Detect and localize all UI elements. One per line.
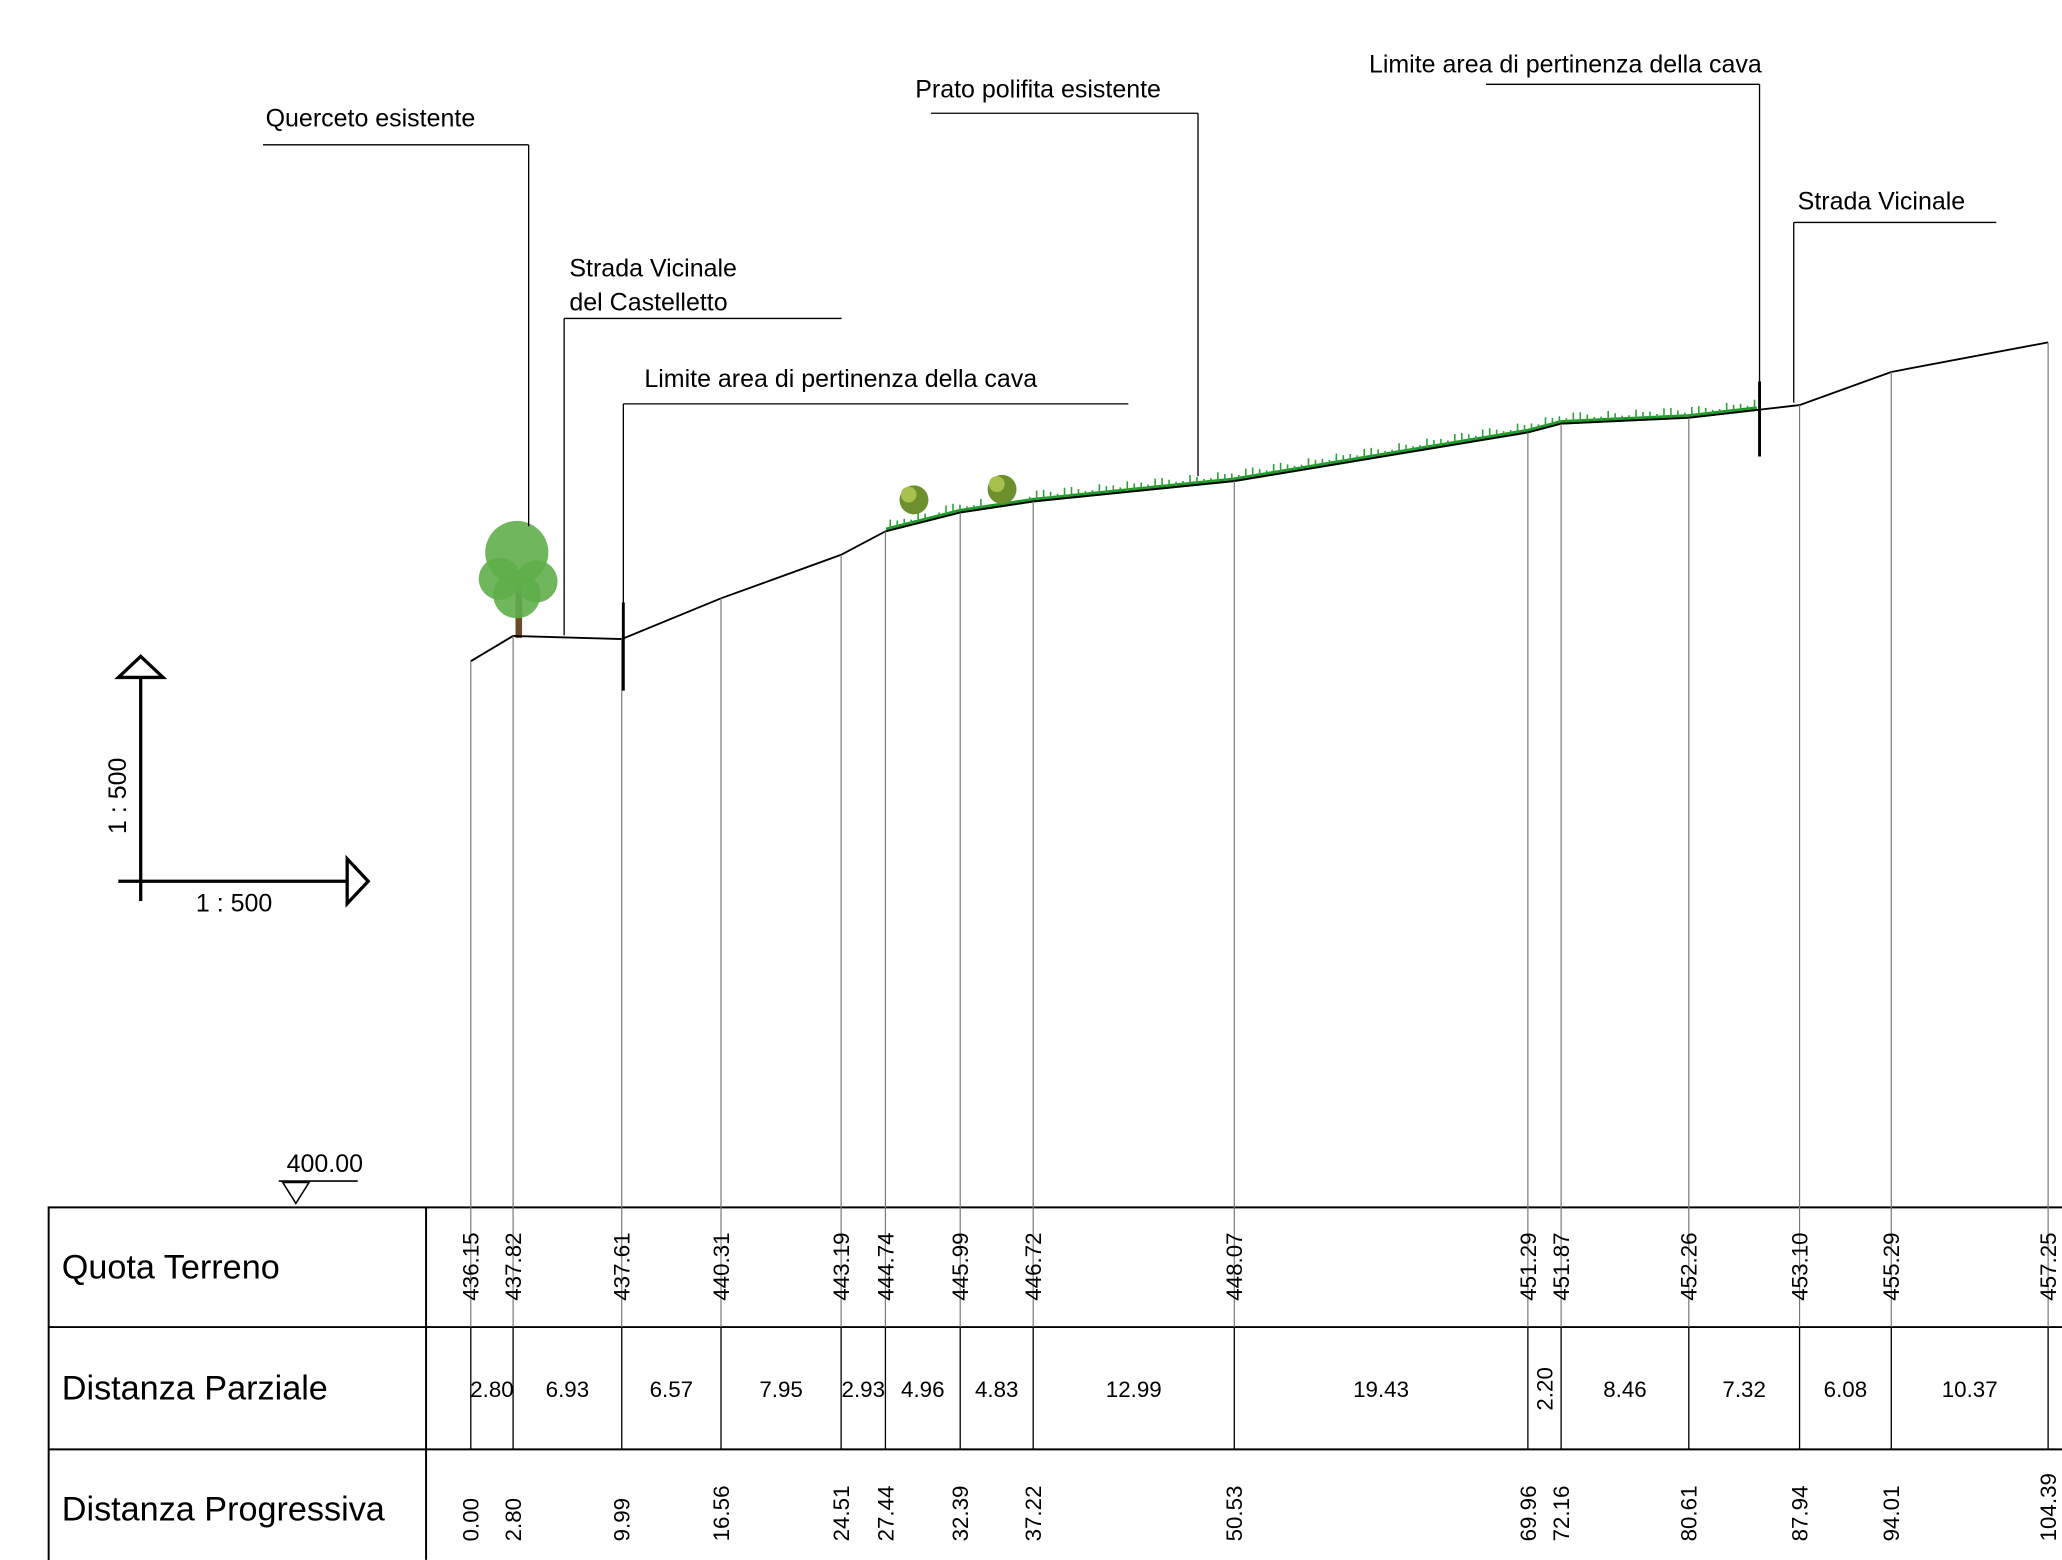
partial-distance-label: 19.43 (1353, 1377, 1409, 1402)
partial-distance-label: 6.93 (546, 1377, 590, 1402)
annotation-text: Strada Vicinale (1798, 187, 1965, 215)
tree-crown (493, 570, 541, 619)
progressive-label: 104.39 (2036, 1473, 2061, 1541)
progressive-label: 80.61 (1677, 1485, 1702, 1541)
progressive-label: 32.39 (948, 1485, 973, 1541)
partial-distance-label: 6.08 (1824, 1377, 1868, 1402)
elevation-label: 437.82 (501, 1232, 526, 1300)
annotation-text: Strada Vicinale (569, 254, 736, 282)
elevation-label: 437.61 (610, 1232, 635, 1300)
row-label: Quota Terreno (62, 1248, 280, 1286)
progressive-label: 87.94 (1787, 1485, 1812, 1541)
progressive-label: 94.01 (1879, 1485, 1904, 1541)
elevation-label: 453.10 (1787, 1232, 1812, 1300)
elevation-label: 443.19 (829, 1232, 854, 1300)
arrow-head (345, 854, 371, 908)
elevation-label: 448.07 (1222, 1232, 1247, 1300)
datum-label: 400.00 (287, 1150, 363, 1178)
partial-distance-label: 4.83 (975, 1377, 1019, 1402)
partial-distance-label: 8.46 (1603, 1377, 1647, 1402)
partial-distance-label: 12.99 (1106, 1377, 1162, 1402)
progressive-label: 27.44 (873, 1485, 898, 1541)
progressive-label: 0.00 (459, 1498, 484, 1542)
arrow-head (114, 654, 168, 680)
drawing (47, 654, 2062, 1560)
elevation-label: 451.87 (1549, 1232, 1574, 1300)
elevation-label: 446.72 (1021, 1232, 1046, 1300)
progressive-label: 16.56 (709, 1485, 734, 1541)
partial-distance-label: 7.95 (759, 1377, 802, 1402)
row-label: Distanza Progressiva (62, 1490, 386, 1528)
elevation-label: 451.29 (1516, 1232, 1541, 1300)
progressive-label: 72.16 (1549, 1485, 1574, 1541)
elevation-label: 455.29 (1879, 1232, 1904, 1300)
annotation-text: Limite area di pertinenza della cava (1369, 51, 1762, 79)
datum-marker (281, 1181, 311, 1205)
partial-distance-label: 2.20 (1532, 1367, 1557, 1411)
partial-distance-label: 2.93 (842, 1377, 886, 1402)
shrub (988, 476, 1005, 493)
vertical-scale-label: 1 : 500 (104, 758, 132, 834)
terrain-profile-line (470, 341, 2049, 662)
grass-blades (889, 399, 1756, 531)
grass-line (885, 406, 1758, 533)
progressive-label: 37.22 (1021, 1485, 1046, 1541)
annotation-text: Prato polifita esistente (915, 75, 1161, 103)
annotation-text: Limite area di pertinenza della cava (644, 365, 1037, 393)
progressive-label: 9.99 (610, 1498, 635, 1542)
horizontal-scale-label: 1 : 500 (196, 890, 272, 918)
table-frame (47, 1206, 2062, 1560)
elevation-label: 436.15 (459, 1232, 484, 1300)
annotation-text: del Castelletto (569, 289, 727, 317)
elevation-label: 452.26 (1677, 1232, 1702, 1300)
shrub (900, 486, 917, 503)
progressive-label: 69.96 (1516, 1485, 1541, 1541)
partial-distance-label: 4.96 (901, 1377, 945, 1402)
partial-distance-label: 10.37 (1942, 1377, 1998, 1402)
row-label: Distanza Parziale (62, 1369, 328, 1407)
partial-distance-label: 7.32 (1722, 1377, 1766, 1402)
elevation-label: 457.25 (2036, 1232, 2061, 1300)
elevation-label: 445.99 (948, 1232, 973, 1300)
partial-distance-label: 6.57 (650, 1377, 694, 1402)
progressive-label: 24.51 (829, 1485, 854, 1541)
annotation-text: Querceto esistente (266, 104, 476, 132)
elevation-label: 444.74 (873, 1232, 898, 1300)
elevation-label: 440.31 (709, 1232, 734, 1300)
partial-distance-label: 2.80 (470, 1377, 513, 1402)
progressive-label: 50.53 (1222, 1485, 1247, 1541)
progressive-label: 2.80 (501, 1498, 526, 1542)
